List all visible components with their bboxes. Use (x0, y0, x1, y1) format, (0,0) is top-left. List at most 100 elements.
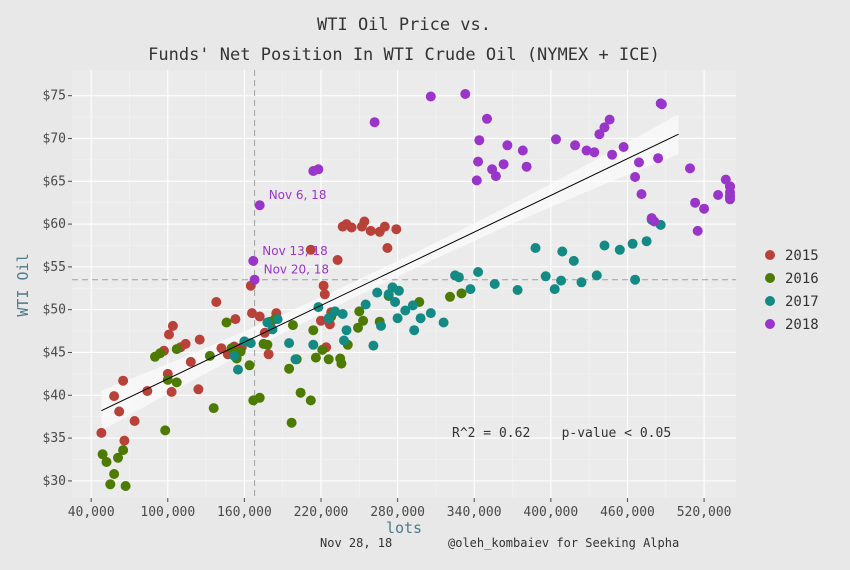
data-point-2018 (653, 153, 664, 164)
data-point-2017 (409, 325, 420, 336)
data-point-2016 (221, 317, 232, 328)
data-point-2018 (254, 200, 265, 211)
legend-swatch-2018 (765, 319, 775, 329)
data-point-2016 (162, 374, 173, 385)
data-point-2018 (570, 140, 581, 151)
annotations: Nov 6, 18 Nov 13, 18 Nov 20, 18 (262, 188, 329, 277)
y-axis-title: WTI Oil (14, 253, 32, 316)
data-point-2015 (211, 297, 222, 307)
legend-label-2018: 2018 (785, 317, 819, 333)
caption-credit: @oleh_kombaiev for Seeking Alpha (448, 536, 679, 550)
regression-line (101, 133, 679, 412)
data-point-2016 (113, 452, 123, 463)
data-point-2015 (332, 255, 343, 265)
data-point-2017 (262, 317, 273, 328)
data-point-2018 (471, 175, 482, 186)
legend-label-2017: 2017 (785, 294, 819, 310)
data-point-2016 (354, 306, 365, 317)
data-point-2015 (391, 224, 402, 235)
data-point-2015 (119, 435, 130, 446)
data-point-2017 (591, 270, 602, 281)
data-point-2015 (230, 314, 241, 325)
data-point-2018 (699, 203, 710, 214)
data-point-2015 (318, 280, 329, 291)
data-point-2017 (400, 305, 411, 316)
data-point-2015 (346, 222, 357, 233)
data-point-2017 (530, 243, 541, 253)
data-point-2017 (339, 335, 349, 346)
data-point-2018 (618, 142, 629, 152)
data-point-2016 (305, 395, 316, 406)
data-point-2018 (725, 181, 735, 192)
data-point-2017 (627, 238, 638, 249)
data-point-2018 (369, 117, 380, 128)
chart-title-line2: Funds' Net Position In WTI Crude Oil (NY… (148, 45, 660, 65)
data-point-2017 (489, 279, 500, 289)
data-point-2015 (166, 386, 177, 397)
x-tick-label: 100,000 (140, 505, 195, 520)
data-point-2016 (101, 457, 112, 467)
data-point-2018 (690, 197, 701, 208)
data-point-2015 (254, 311, 265, 322)
data-point-2015 (359, 216, 370, 227)
y-tick-label: $60 (43, 217, 66, 232)
data-point-2016 (254, 392, 265, 403)
y-tick-label: $65 (43, 174, 66, 189)
x-tick-label: 520,000 (677, 505, 732, 520)
data-point-2017 (229, 350, 240, 361)
data-point-2017 (392, 313, 403, 324)
data-point-2018 (599, 122, 610, 133)
data-point-2017 (407, 300, 418, 311)
data-point-2017 (512, 285, 523, 295)
plot-panel (72, 70, 736, 498)
data-point-2015 (114, 406, 125, 417)
data-point-2016 (295, 387, 306, 398)
data-point-2016 (284, 363, 295, 374)
data-point-2015 (118, 375, 129, 386)
data-point-2015 (263, 349, 274, 360)
data-point-2017 (576, 277, 587, 288)
data-point-2018 (630, 172, 641, 182)
data-point-2016 (208, 403, 219, 414)
data-point-2015 (247, 308, 257, 319)
data-point-2016 (336, 358, 347, 369)
data-point-2016 (353, 322, 363, 333)
y-tick-label: $50 (43, 303, 66, 318)
data-point-2016 (445, 291, 455, 302)
data-point-2018 (482, 113, 492, 124)
chart-title-line1: WTI Oil Price vs. (317, 15, 491, 35)
data-point-2018 (474, 135, 485, 146)
caption-date: Nov 28, 18 (320, 536, 392, 550)
data-point-2016 (155, 348, 166, 359)
x-tick-label: 220,000 (294, 505, 349, 520)
data-point-2018 (248, 255, 259, 266)
x-tick-label: 160,000 (217, 505, 272, 520)
data-point-2018 (551, 134, 561, 145)
data-points (96, 89, 735, 491)
data-point-2018 (649, 216, 660, 227)
legend-label-2015: 2015 (785, 248, 819, 264)
point-annotation: Nov 13, 18 (262, 244, 327, 258)
data-point-2017 (372, 287, 383, 298)
data-point-2017 (465, 284, 476, 295)
data-point-2018 (713, 190, 724, 200)
y-tick-label: $40 (43, 388, 66, 403)
data-point-2017 (323, 313, 334, 324)
data-point-2015 (109, 391, 120, 402)
data-point-2016 (105, 479, 116, 490)
data-point-2015 (167, 320, 178, 331)
y-axis-ticks: $30 $35 $40 $45 $50 $55 $60 $65 $70 $75 (43, 89, 72, 489)
legend-swatch-2017 (765, 296, 775, 306)
data-point-2016 (317, 344, 328, 355)
data-point-2015 (305, 244, 316, 255)
data-point-2018 (498, 159, 509, 170)
data-point-2016 (262, 339, 273, 350)
data-point-2017 (284, 338, 295, 349)
y-tick-label: $55 (43, 260, 66, 275)
data-point-2015 (180, 338, 191, 349)
data-point-2017 (415, 313, 426, 324)
data-point-2018 (517, 145, 528, 156)
legend-label-2016: 2016 (785, 271, 819, 287)
data-point-2018 (594, 129, 605, 140)
data-point-2016 (171, 377, 182, 388)
